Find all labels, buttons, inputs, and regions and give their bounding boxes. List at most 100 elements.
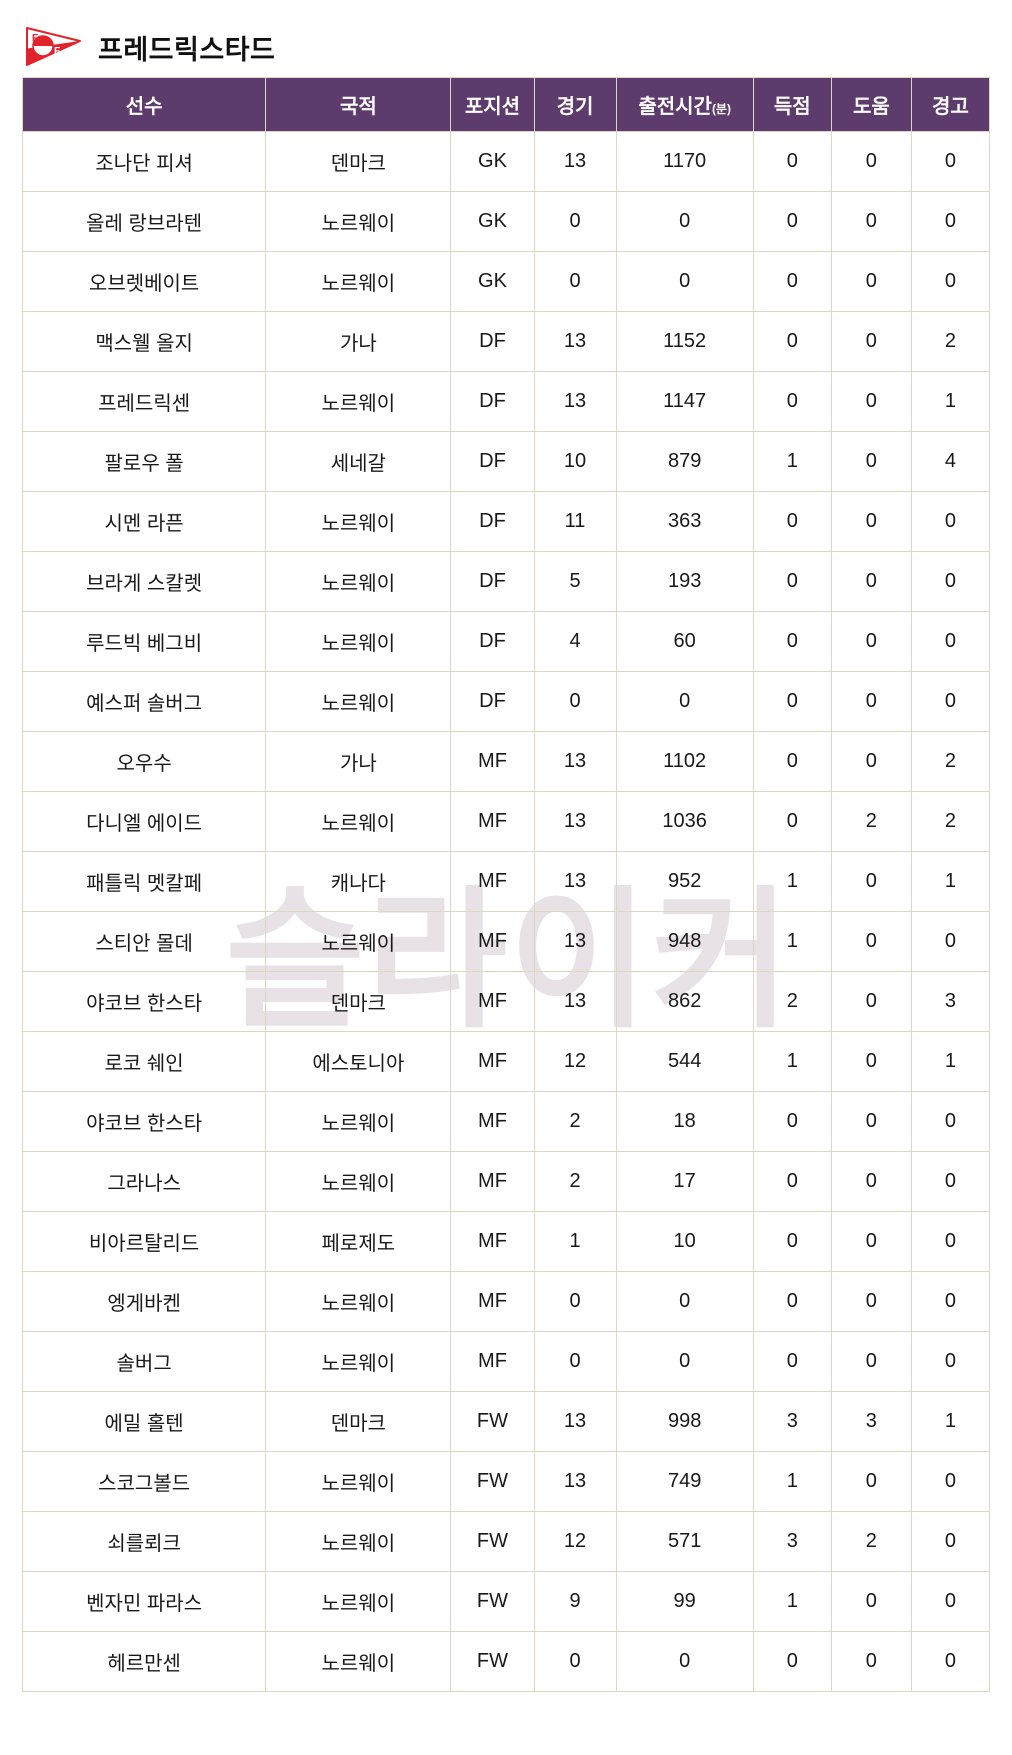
cell-nationality: 노르웨이 bbox=[265, 491, 452, 552]
cell-nationality: 캐나다 bbox=[265, 851, 452, 912]
cell-player: 예스퍼 솔버그 bbox=[21, 671, 267, 732]
cell-goals: 0 bbox=[752, 611, 832, 672]
cell-minutes: 998 bbox=[615, 1391, 754, 1452]
player-row: 비아르탈리드 페로제도 MF 1 10 0 0 0 bbox=[21, 1211, 991, 1272]
cell-goals: 0 bbox=[752, 251, 832, 312]
cell-cautions: 1 bbox=[910, 1031, 991, 1092]
cell-nationality: 노르웨이 bbox=[265, 1271, 452, 1332]
player-row: 패틀릭 멧칼페 캐나다 MF 13 952 1 0 1 bbox=[21, 851, 991, 912]
svg-text:F: F bbox=[32, 33, 38, 44]
cell-nationality: 세네갈 bbox=[265, 431, 452, 492]
cell-player: 야코브 한스타 bbox=[21, 1091, 267, 1152]
col-header-games: 경기 bbox=[533, 77, 617, 132]
cell-assists: 0 bbox=[830, 131, 912, 192]
cell-cautions: 0 bbox=[910, 1631, 991, 1692]
cell-games: 0 bbox=[533, 251, 617, 312]
cell-games: 2 bbox=[533, 1151, 617, 1212]
player-row: 오브렛베이트 노르웨이 GK 0 0 0 0 0 bbox=[21, 251, 991, 312]
cell-minutes: 544 bbox=[615, 1031, 754, 1092]
cell-player: 오브렛베이트 bbox=[21, 251, 267, 312]
cell-goals: 0 bbox=[752, 491, 832, 552]
col-header-cautions: 경고 bbox=[910, 77, 991, 132]
cell-player: 팔로우 폴 bbox=[21, 431, 267, 492]
cell-nationality: 노르웨이 bbox=[265, 551, 452, 612]
cell-nationality: 덴마크 bbox=[265, 971, 452, 1032]
player-row: 벤자민 파라스 노르웨이 FW 9 99 1 0 0 bbox=[21, 1571, 991, 1632]
cell-goals: 0 bbox=[752, 791, 832, 852]
player-row: 조나단 피셔 덴마크 GK 13 1170 0 0 0 bbox=[21, 131, 991, 192]
cell-minutes: 1102 bbox=[615, 731, 754, 792]
minutes-unit-label: (분) bbox=[711, 102, 731, 116]
cell-assists: 0 bbox=[830, 611, 912, 672]
cell-games: 1 bbox=[533, 1211, 617, 1272]
cell-goals: 0 bbox=[752, 671, 832, 732]
cell-goals: 0 bbox=[752, 1211, 832, 1272]
cell-nationality: 노르웨이 bbox=[265, 1151, 452, 1212]
cell-nationality: 노르웨이 bbox=[265, 371, 452, 432]
cell-cautions: 0 bbox=[910, 491, 991, 552]
cell-minutes: 1036 bbox=[615, 791, 754, 852]
player-row: 엥게바켄 노르웨이 MF 0 0 0 0 0 bbox=[21, 1271, 991, 1332]
col-header-position: 포지션 bbox=[450, 77, 535, 132]
cell-position: MF bbox=[450, 1331, 535, 1392]
player-row: 시멘 라픈 노르웨이 DF 11 363 0 0 0 bbox=[21, 491, 991, 552]
cell-cautions: 1 bbox=[910, 851, 991, 912]
cell-assists: 2 bbox=[830, 791, 912, 852]
cell-games: 13 bbox=[533, 1391, 617, 1452]
cell-games: 4 bbox=[533, 611, 617, 672]
cell-player: 다니엘 에이드 bbox=[21, 791, 267, 852]
cell-minutes: 952 bbox=[615, 851, 754, 912]
cell-minutes: 948 bbox=[615, 911, 754, 972]
team-name: 프레드릭스타드 bbox=[98, 34, 276, 65]
cell-goals: 1 bbox=[752, 1031, 832, 1092]
player-row: 솔버그 노르웨이 MF 0 0 0 0 0 bbox=[21, 1331, 991, 1392]
cell-player: 브라게 스칼렛 bbox=[21, 551, 267, 612]
cell-assists: 0 bbox=[830, 911, 912, 972]
cell-assists: 0 bbox=[830, 731, 912, 792]
cell-cautions: 4 bbox=[910, 431, 991, 492]
cell-assists: 0 bbox=[830, 311, 912, 372]
cell-nationality: 노르웨이 bbox=[265, 911, 452, 972]
cell-assists: 0 bbox=[830, 191, 912, 252]
cell-games: 0 bbox=[533, 1271, 617, 1332]
cell-assists: 0 bbox=[830, 251, 912, 312]
cell-nationality: 노르웨이 bbox=[265, 191, 452, 252]
player-row: 그라나스 노르웨이 MF 2 17 0 0 0 bbox=[21, 1151, 991, 1212]
cell-games: 12 bbox=[533, 1511, 617, 1572]
cell-goals: 0 bbox=[752, 1091, 832, 1152]
cell-player: 스코그볼드 bbox=[21, 1451, 267, 1512]
cell-games: 13 bbox=[533, 131, 617, 192]
cell-player: 로코 쉐인 bbox=[21, 1031, 267, 1092]
cell-player: 비아르탈리드 bbox=[21, 1211, 267, 1272]
cell-assists: 0 bbox=[830, 1031, 912, 1092]
cell-assists: 0 bbox=[830, 551, 912, 612]
cell-cautions: 0 bbox=[910, 191, 991, 252]
cell-position: DF bbox=[450, 311, 535, 372]
cell-games: 9 bbox=[533, 1571, 617, 1632]
svg-text:F: F bbox=[54, 46, 60, 57]
player-row: 맥스웰 올지 가나 DF 13 1152 0 0 2 bbox=[21, 311, 991, 372]
player-row: 쇠를뢰크 노르웨이 FW 12 571 3 2 0 bbox=[21, 1511, 991, 1572]
cell-minutes: 0 bbox=[615, 251, 754, 312]
cell-position: FW bbox=[450, 1511, 535, 1572]
cell-cautions: 2 bbox=[910, 731, 991, 792]
cell-position: MF bbox=[450, 851, 535, 912]
cell-nationality: 덴마크 bbox=[265, 1391, 452, 1452]
cell-nationality: 가나 bbox=[265, 731, 452, 792]
team-flag-logo: F F bbox=[26, 27, 81, 66]
cell-cautions: 0 bbox=[910, 1571, 991, 1632]
cell-cautions: 1 bbox=[910, 371, 991, 432]
cell-minutes: 862 bbox=[615, 971, 754, 1032]
page: F F 프레드릭스타드 슬라이커 선수 국적 포지션 경기 출전시간(분) 득점… bbox=[0, 22, 1012, 1692]
cell-minutes: 1170 bbox=[615, 131, 754, 192]
cell-player: 프레드릭센 bbox=[21, 371, 267, 432]
col-header-assists: 도움 bbox=[830, 77, 912, 132]
col-header-nationality: 국적 bbox=[265, 77, 452, 132]
cell-position: MF bbox=[450, 971, 535, 1032]
cell-player: 그라나스 bbox=[21, 1151, 267, 1212]
cell-nationality: 노르웨이 bbox=[265, 671, 452, 732]
cell-position: MF bbox=[450, 1271, 535, 1332]
cell-position: FW bbox=[450, 1391, 535, 1452]
cell-games: 13 bbox=[533, 911, 617, 972]
cell-cautions: 0 bbox=[910, 251, 991, 312]
